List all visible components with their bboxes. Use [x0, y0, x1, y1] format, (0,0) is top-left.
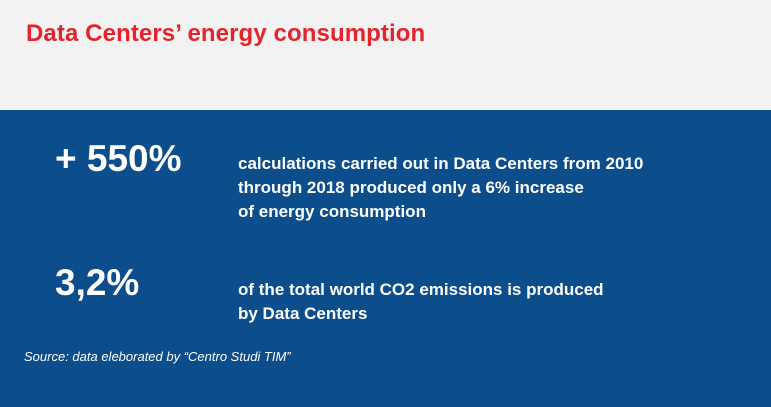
- stat-description-line: calculations carried out in Data Centers…: [238, 154, 644, 173]
- stat-value-calculations: + 550%: [55, 138, 182, 179]
- stat-description-line: by Data Centers: [238, 304, 368, 323]
- source-note: Source: data eleborated by “Centro Studi…: [24, 349, 291, 364]
- stat-description-line: of energy consumption: [238, 202, 426, 221]
- header-band: Data Centers’ energy consumption: [0, 0, 771, 110]
- stat-description-co2: of the total world CO2 emissions is prod…: [238, 278, 604, 326]
- stat-description-calculations: calculations carried out in Data Centers…: [238, 152, 643, 224]
- stat-description-line: through 2018 produced only a 6% increase: [238, 178, 584, 197]
- page-title: Data Centers’ energy consumption: [26, 20, 426, 47]
- stats-panel: + 550% calculations carried out in Data …: [0, 110, 771, 407]
- stat-description-line: of the total world CO2 emissions is prod…: [238, 280, 604, 299]
- stat-value-co2: 3,2%: [55, 262, 140, 303]
